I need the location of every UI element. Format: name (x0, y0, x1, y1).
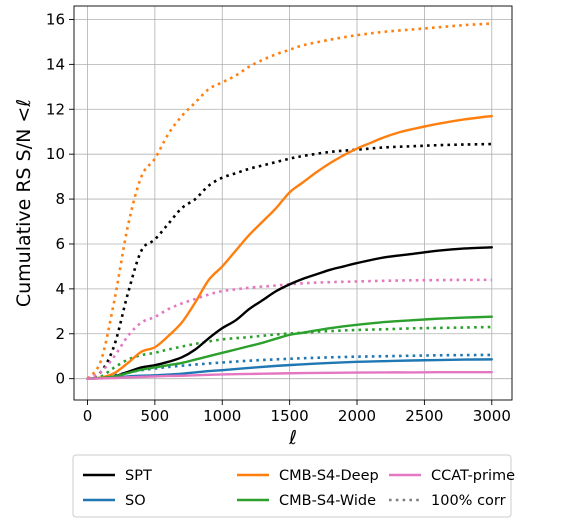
series-line-cmb-s4-wide (86, 315, 493, 380)
series-line-spt (86, 246, 493, 380)
series-line-ccat-prime (86, 370, 493, 380)
y-tick-label: 14 (46, 55, 65, 73)
x-axis-ticks: 0 500 1000 1500 2000 2500 3000 (83, 400, 511, 425)
y-tick-label: 12 (46, 100, 65, 118)
y-tick-label: 10 (46, 145, 65, 163)
y-axis-ticks: 0 2 4 6 8 10 12 14 16 (46, 10, 74, 388)
y-tick-label: 0 (55, 370, 65, 388)
x-tick-label: 1000 (203, 407, 241, 425)
x-tick-label: 500 (141, 407, 170, 425)
x-tick-label: 2500 (405, 407, 443, 425)
legend-label: CMB-S4-Wide (279, 493, 376, 509)
x-tick-label: 1500 (271, 407, 309, 425)
x-tick-label: 3000 (473, 407, 511, 425)
y-axis-label: Cumulative RS S/N <ℓ (13, 99, 35, 307)
legend-label: CCAT-prime (431, 468, 515, 484)
legend-box (72, 454, 512, 518)
legend-label: SPT (125, 468, 152, 484)
y-tick-label: 16 (46, 10, 65, 28)
x-tick-label: 0 (83, 407, 93, 425)
legend-label: CMB-S4-Deep (279, 468, 379, 484)
series-line-ccat-prime-100-corr (86, 278, 492, 380)
y-tick-label: 2 (55, 325, 65, 343)
series-layer (86, 22, 493, 380)
series-line-cmb-s4-deep-100-corr (86, 22, 492, 380)
legend-label: SO (125, 493, 146, 509)
legend: SPT SO CMB-S4-Deep CMB-S4-Wide CCAT-prime 100… (72, 454, 515, 518)
y-tick-label: 6 (55, 235, 65, 253)
x-axis-label: ℓ (288, 427, 297, 449)
series-line-cmb-s4-deep (86, 114, 493, 380)
grid-lines (74, 6, 512, 400)
y-tick-label: 4 (55, 280, 65, 298)
x-tick-label: 2000 (338, 407, 376, 425)
y-tick-label: 8 (55, 190, 65, 208)
plot-frame (73, 5, 513, 401)
legend-label: 100% corr (431, 493, 506, 509)
